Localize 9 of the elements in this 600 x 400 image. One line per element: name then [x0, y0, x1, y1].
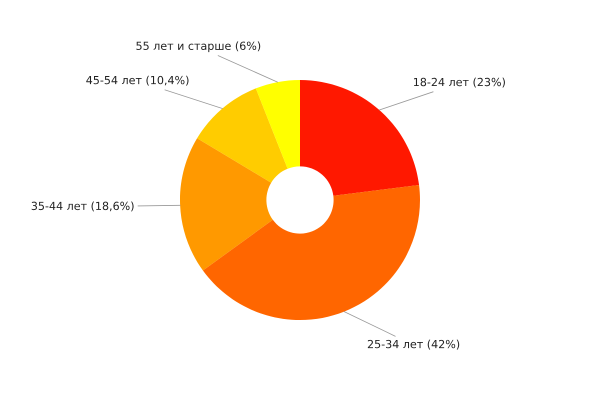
slice-label: 35-44 лет (18,6%)	[32, 201, 134, 212]
slice-label: 18-24 лет (23%)	[414, 78, 505, 88]
donut-slice	[197, 88, 288, 183]
donut-slice	[202, 184, 420, 320]
slice-label: 55 лет и старше (6%)	[136, 41, 260, 52]
donut-slice	[180, 138, 273, 271]
donut-slice	[256, 80, 300, 169]
slice-label: 25-34 лет (42%)	[368, 340, 460, 350]
slice-label: 45-54 лет (10,4%)	[86, 76, 189, 86]
